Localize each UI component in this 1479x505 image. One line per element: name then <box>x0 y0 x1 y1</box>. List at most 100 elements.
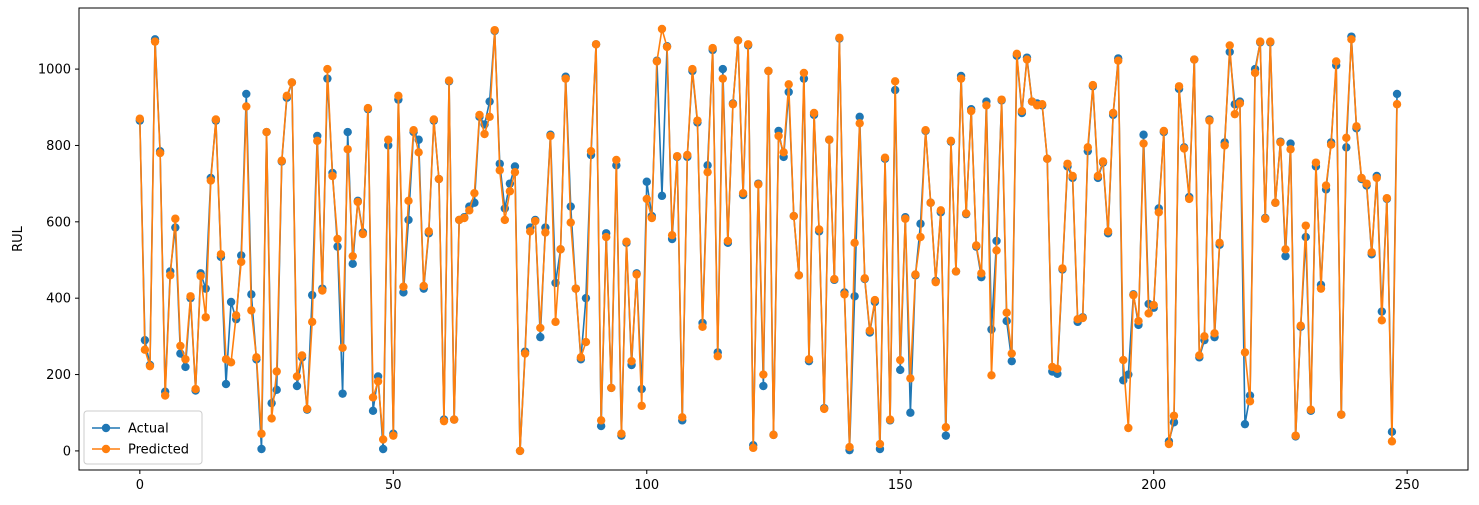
point-predicted-58 <box>429 115 439 124</box>
point-predicted-228 <box>1291 431 1300 440</box>
point-actual-159 <box>941 431 951 440</box>
point-predicted-210 <box>1200 332 1209 341</box>
point-predicted-174 <box>1017 106 1027 116</box>
point-predicted-107 <box>678 413 687 422</box>
point-predicted-169 <box>992 246 1001 255</box>
point-predicted-214 <box>1220 141 1229 150</box>
legend-label-actual: Actual <box>128 422 169 437</box>
point-predicted-142 <box>855 119 864 128</box>
point-predicted-94 <box>612 155 621 165</box>
point-actual-226 <box>1281 251 1290 261</box>
point-predicted-43 <box>353 197 363 207</box>
point-predicted-19 <box>231 311 241 320</box>
point-predicted-208 <box>1190 55 1199 64</box>
point-predicted-121 <box>749 443 758 453</box>
point-predicted-82 <box>551 317 560 327</box>
point-predicted-76 <box>520 349 530 358</box>
point-predicted-236 <box>1332 57 1341 66</box>
point-predicted-77 <box>525 227 535 236</box>
point-predicted-199 <box>1144 309 1153 318</box>
point-predicted-229 <box>1296 321 1305 330</box>
point-predicted-141 <box>850 238 859 248</box>
point-predicted-188 <box>1088 80 1098 90</box>
point-predicted-184 <box>1068 171 1077 181</box>
point-predicted-56 <box>419 281 428 291</box>
point-predicted-105 <box>667 230 677 240</box>
point-predicted-44 <box>358 229 368 239</box>
point-predicted-131 <box>799 68 809 78</box>
point-predicted-203 <box>1164 439 1174 449</box>
point-actual-115 <box>718 64 728 74</box>
point-actual-248 <box>1392 89 1402 99</box>
point-predicted-239 <box>1347 35 1356 44</box>
point-predicted-113 <box>708 43 717 53</box>
point-predicted-145 <box>870 295 880 305</box>
point-predicted-10 <box>186 292 195 301</box>
point-predicted-26 <box>267 414 276 423</box>
point-predicted-74 <box>510 167 520 177</box>
point-predicted-130 <box>794 271 804 280</box>
point-predicted-248 <box>1392 100 1402 109</box>
point-predicted-134 <box>814 225 824 234</box>
point-predicted-160 <box>946 136 956 146</box>
point-predicted-167 <box>982 101 991 110</box>
point-predicted-149 <box>890 77 900 86</box>
point-actual-103 <box>657 191 667 201</box>
point-predicted-230 <box>1301 221 1310 230</box>
point-predicted-242 <box>1362 179 1371 188</box>
point-predicted-235 <box>1326 140 1336 149</box>
point-predicted-108 <box>683 150 692 160</box>
y-tick-label-800: 800 <box>46 139 71 154</box>
point-predicted-224 <box>1271 198 1280 207</box>
point-predicted-4 <box>155 148 165 158</box>
point-predicted-209 <box>1195 351 1204 360</box>
point-predicted-37 <box>323 64 332 74</box>
point-predicted-110 <box>693 116 702 125</box>
point-predicted-9 <box>181 355 190 364</box>
point-predicted-93 <box>607 383 616 393</box>
point-predicted-165 <box>972 241 981 250</box>
point-predicted-238 <box>1342 133 1351 143</box>
point-predicted-28 <box>277 156 286 165</box>
point-predicted-140 <box>845 442 854 452</box>
point-predicted-240 <box>1352 122 1361 131</box>
y-tick-label-1000: 1000 <box>38 63 71 78</box>
point-predicted-179 <box>1043 154 1052 164</box>
point-predicted-0 <box>135 114 145 123</box>
point-actual-13 <box>201 284 210 293</box>
point-predicted-191 <box>1103 227 1113 236</box>
point-predicted-226 <box>1281 245 1290 254</box>
point-actual-172 <box>1007 356 1016 366</box>
point-predicted-91 <box>596 416 606 425</box>
point-predicted-197 <box>1134 316 1143 326</box>
y-tick-label-600: 600 <box>46 215 71 230</box>
point-actual-123 <box>759 381 768 391</box>
point-predicted-89 <box>586 146 596 156</box>
point-predicted-215 <box>1225 41 1234 50</box>
x-tick-label-100: 100 <box>634 478 659 493</box>
series-predicted <box>135 24 1402 456</box>
point-predicted-193 <box>1114 56 1123 65</box>
point-predicted-166 <box>977 269 986 278</box>
point-predicted-150 <box>896 355 905 365</box>
point-predicted-72 <box>500 215 510 225</box>
series-layer <box>135 24 1402 456</box>
point-actual-79 <box>536 332 545 342</box>
point-predicted-244 <box>1372 173 1381 183</box>
point-predicted-182 <box>1058 264 1067 273</box>
point-actual-21 <box>242 89 251 99</box>
point-predicted-73 <box>505 187 515 196</box>
point-predicted-205 <box>1174 82 1184 91</box>
point-predicted-222 <box>1261 214 1270 223</box>
point-predicted-117 <box>728 100 738 109</box>
point-predicted-48 <box>378 435 388 444</box>
point-predicted-71 <box>495 166 504 175</box>
point-actual-17 <box>221 379 231 389</box>
point-predicted-159 <box>941 423 951 432</box>
point-predicted-189 <box>1093 171 1103 181</box>
point-predicted-24 <box>257 429 266 438</box>
point-predicted-133 <box>809 108 819 118</box>
point-predicted-241 <box>1357 173 1366 183</box>
point-predicted-11 <box>191 384 200 394</box>
point-predicted-194 <box>1119 355 1128 365</box>
